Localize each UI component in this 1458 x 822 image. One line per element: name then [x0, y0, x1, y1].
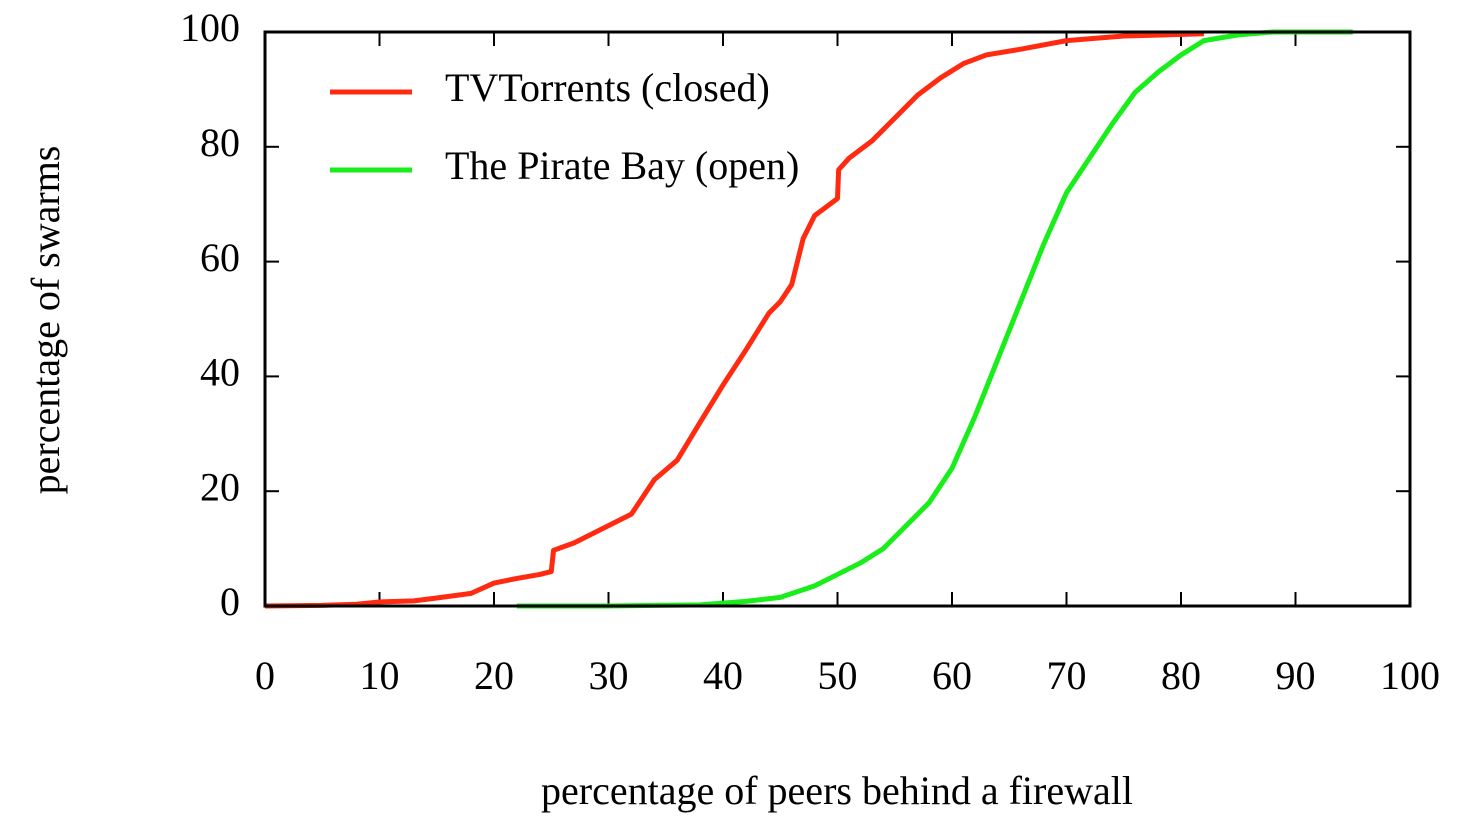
x-tick-label: 0 — [255, 653, 275, 698]
legend-label: TVTorrents (closed) — [445, 65, 770, 110]
x-tick-label: 60 — [932, 653, 972, 698]
x-axis-label: percentage of peers behind a firewall — [541, 768, 1133, 813]
y-axis-label: percentage of swarms — [23, 146, 68, 495]
y-tick-label: 0 — [220, 579, 240, 624]
x-tick-label: 20 — [474, 653, 514, 698]
line — [516, 29, 1353, 609]
y-tick-label: 100 — [180, 5, 240, 50]
y-tick-label: 20 — [200, 464, 240, 509]
line — [264, 31, 1204, 609]
x-tick-label: 100 — [1380, 653, 1440, 698]
x-tick-label: 70 — [1047, 653, 1087, 698]
x-tick-label: 80 — [1161, 653, 1201, 698]
y-tick-label: 40 — [200, 350, 240, 395]
plot-frame — [263, 30, 1412, 608]
x-tick-label: 90 — [1276, 653, 1316, 698]
x-tick-label: 10 — [360, 653, 400, 698]
x-tick-label: 50 — [818, 653, 858, 698]
legend-label: The Pirate Bay (open) — [445, 143, 799, 188]
y-tick-label: 80 — [200, 120, 240, 165]
x-tick-label: 30 — [589, 653, 629, 698]
x-tick-label: 40 — [703, 653, 743, 698]
y-tick-label: 60 — [200, 235, 240, 280]
